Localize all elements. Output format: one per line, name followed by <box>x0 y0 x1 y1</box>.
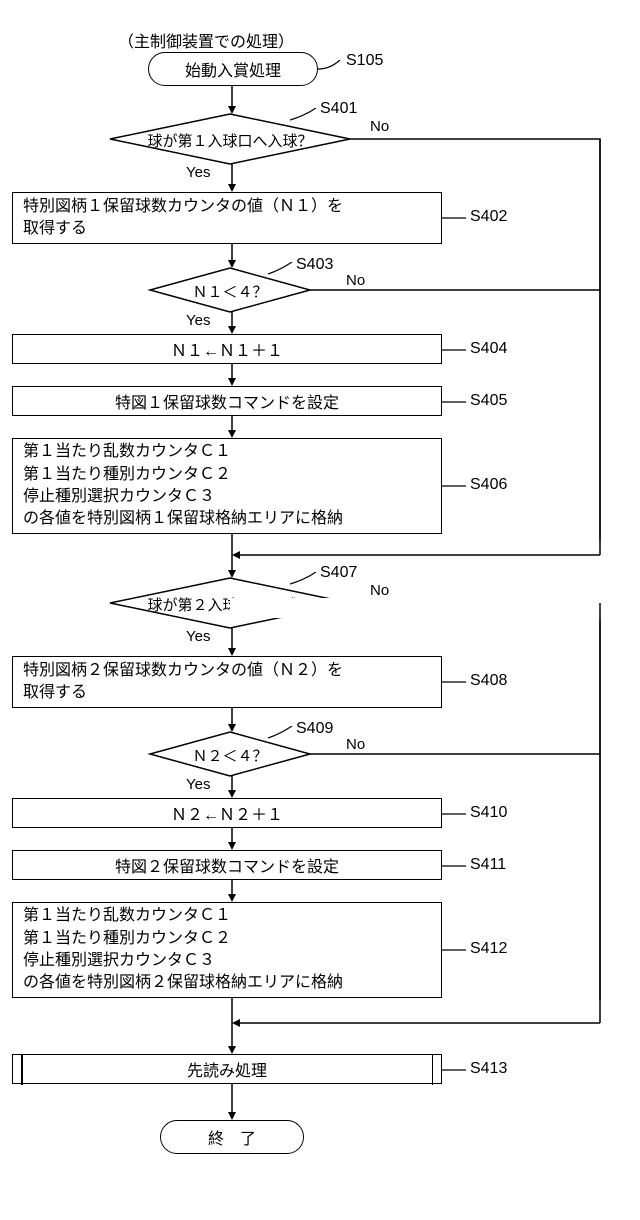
leader-s406 <box>442 478 472 494</box>
s405-text: 特図１保留球数コマンドを設定 <box>115 389 339 413</box>
leader-s411 <box>442 858 472 874</box>
arrow-s410-s411 <box>226 828 238 850</box>
s412-text: 第１当たり乱数カウンタＣ１ 第１当たり種別カウンタＣ２ 停止種別選択カウンタＣ３… <box>23 905 343 995</box>
arrow-s401-s402 <box>226 164 238 192</box>
s409-yes: Yes <box>186 776 210 793</box>
path-s409-no <box>310 749 610 761</box>
arrow-s404-s405 <box>226 364 238 386</box>
leader-s413 <box>442 1062 472 1078</box>
s407-no: No <box>370 582 389 599</box>
process-s402: 特別図柄１保留球数カウンタの値（Ｎ１）を 取得する <box>12 192 442 244</box>
step-s403: S403 <box>296 256 333 274</box>
s403-text: Ｎ１＜４？ <box>150 281 310 302</box>
process-s412: 第１当たり乱数カウンタＣ１ 第１当たり種別カウンタＣ２ 停止種別選択カウンタＣ３… <box>12 902 442 998</box>
process-s408: 特別図柄２保留球数カウンタの値（Ｎ２）を 取得する <box>12 656 442 708</box>
step-s402: S402 <box>470 208 507 226</box>
process-s405: 特図１保留球数コマンドを設定 <box>12 386 442 416</box>
arrow-s408-s409 <box>226 708 238 732</box>
arrow-s413-end <box>226 1084 238 1120</box>
leader-s412 <box>442 942 472 958</box>
process-s404: Ｎ１←Ｎ１＋１ <box>12 334 442 364</box>
step-s412: S412 <box>470 940 507 958</box>
subroutine-s413: 先読み処理 <box>12 1054 442 1084</box>
step-s413: S413 <box>470 1060 507 1078</box>
leader-s410 <box>442 806 472 822</box>
flowchart-canvas: （主制御装置での処理） 始動入賞処理 S105 球が第１入球口へ入球？ S401… <box>0 0 640 1220</box>
arrow-start-s401 <box>226 86 238 114</box>
s407-yes: Yes <box>186 628 210 645</box>
merge-before-s413 <box>232 1016 608 1030</box>
s403-yes: Yes <box>186 312 210 329</box>
s408-text: 特別図柄２保留球数カウンタの値（Ｎ２）を 取得する <box>23 660 343 705</box>
process-s406: 第１当たり乱数カウンタＣ１ 第１当たり種別カウンタＣ２ 停止種別選択カウンタＣ３… <box>12 438 442 534</box>
start-terminal: 始動入賞処理 <box>148 52 318 86</box>
s410-text: Ｎ２←Ｎ２＋１ <box>171 801 283 825</box>
leader-s402 <box>442 210 472 226</box>
s409-text: Ｎ２＜４？ <box>150 745 310 766</box>
arrow-s409-s410 <box>226 776 238 798</box>
rail2-vert-ext <box>597 603 605 1023</box>
s406-text: 第１当たり乱数カウンタＣ１ 第１当たり種別カウンタＣ２ 停止種別選択カウンタＣ３… <box>23 441 343 531</box>
leader-s404 <box>442 342 472 358</box>
end-terminal: 終 了 <box>160 1120 304 1154</box>
s404-text: Ｎ１←Ｎ１＋１ <box>171 337 283 361</box>
step-s404: S404 <box>470 340 507 358</box>
arrow-s407-s408 <box>226 628 238 656</box>
s402-text: 特別図柄１保留球数カウンタの値（Ｎ１）を 取得する <box>23 196 343 241</box>
merge-before-s407 <box>232 548 608 562</box>
arrow-s402-s403 <box>226 244 238 268</box>
step-s401: S401 <box>320 100 357 118</box>
process-s411: 特図２保留球数コマンドを設定 <box>12 850 442 880</box>
arrow-s405-s406 <box>226 416 238 438</box>
s401-text: 球が第１入球口へ入球？ <box>110 130 350 151</box>
step-s406: S406 <box>470 476 507 494</box>
s411-text: 特図２保留球数コマンドを設定 <box>115 853 339 877</box>
step-s409: S409 <box>296 720 333 738</box>
end-label: 終 了 <box>208 1125 256 1149</box>
arrow-s403-s404 <box>226 312 238 334</box>
step-s410: S410 <box>470 804 507 822</box>
step-s408: S408 <box>470 672 507 690</box>
s401-no: No <box>370 118 389 135</box>
arrow-s411-s412 <box>226 880 238 902</box>
leader-s405 <box>442 394 472 410</box>
process-s410: Ｎ２←Ｎ２＋１ <box>12 798 442 828</box>
start-label: 始動入賞処理 <box>185 57 281 81</box>
step-s405: S405 <box>470 392 507 410</box>
step-s105: S105 <box>346 52 383 70</box>
cover1 <box>230 598 610 618</box>
leader-s408 <box>442 674 472 690</box>
s413-text: 先読み処理 <box>187 1057 267 1081</box>
step-s411: S411 <box>470 856 506 874</box>
header-text: （主制御装置での処理） <box>118 28 294 52</box>
s401-yes: Yes <box>186 164 210 181</box>
rail1-vert-ext <box>597 139 605 555</box>
